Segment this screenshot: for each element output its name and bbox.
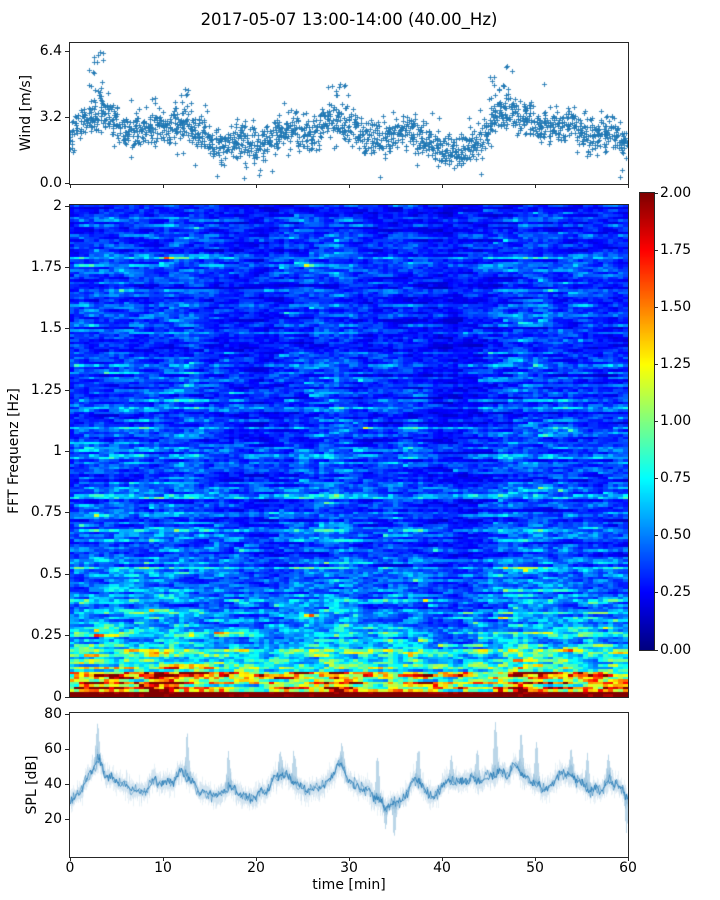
spectrogram-y-tick-label: 1.5 [39, 320, 62, 337]
spl-x-tick-label: 20 [247, 860, 265, 876]
colorbar-tick-label: 0.25 [660, 584, 692, 601]
spl-x-tick [69, 857, 71, 861]
x-axis-label: time [min] [312, 877, 386, 893]
wind-y-tick-label: 0.0 [39, 175, 62, 191]
colorbar-tick [654, 535, 658, 537]
colorbar-tick-label: 1.50 [660, 298, 692, 315]
wind-x-tick [627, 184, 629, 188]
spl-y-tick-label: 80 [44, 705, 62, 722]
spectrogram-y-tick-label: 0 [53, 688, 62, 705]
spectrogram-y-tick-label: 0.25 [30, 627, 62, 644]
spl-x-tick-label: 60 [619, 860, 637, 876]
spectrogram-y-tick [65, 328, 69, 330]
spectrogram-y-tick [65, 696, 69, 698]
colorbar-tick-label: 0.75 [660, 470, 692, 487]
wind-y-tick [65, 51, 69, 53]
spectrogram-y-tick-label: 0.5 [39, 565, 62, 582]
spl-y-tick [65, 748, 69, 750]
colorbar-tick-label: 1.25 [660, 355, 692, 372]
spl-line-plot [70, 713, 628, 857]
spectrogram-y-tick-label: 1.25 [30, 381, 62, 398]
spl-y-tick-label: 40 [44, 775, 62, 792]
spl-x-tick [627, 857, 629, 861]
spectrogram-y-tick [65, 451, 69, 452]
colorbar-tick-label: 1.00 [660, 413, 692, 429]
wind-x-tick [534, 184, 536, 188]
wind-scatter-plot [70, 43, 628, 184]
wind-y-tick [65, 183, 69, 184]
colorbar-tick [654, 421, 658, 422]
spectrogram-y-tick [65, 266, 69, 268]
spectrogram-y-tick [65, 512, 69, 514]
wind-x-tick [441, 184, 443, 188]
colorbar-tick-label: 2.00 [660, 184, 692, 201]
spectrogram-y-tick-label: 1.75 [30, 258, 62, 275]
spl-x-tick [162, 857, 164, 861]
spl-x-tick-label: 50 [526, 860, 544, 876]
wind-x-tick [348, 184, 350, 188]
spl-x-tick [255, 857, 257, 861]
wind-x-tick [162, 184, 164, 188]
spectrogram-y-tick [65, 389, 69, 391]
spectrogram-y-tick-label: 1 [53, 443, 62, 459]
colorbar-tick [654, 192, 658, 194]
colorbar-tick [654, 306, 658, 308]
spectrogram-heatmap-plot [70, 205, 628, 697]
spl-y-tick [65, 713, 69, 715]
spl-y-tick [65, 818, 69, 820]
wind-y-tick-label: 3.2 [39, 109, 62, 126]
colorbar-tick [654, 478, 658, 480]
spl-x-tick [348, 857, 350, 861]
spectrogram-y-tick-label: 2 [53, 197, 62, 214]
spl-x-tick-label: 10 [154, 860, 172, 876]
spl-x-tick-label: 0 [65, 860, 75, 876]
colorbar-gradient [640, 193, 654, 650]
colorbar-tick [654, 649, 658, 651]
colorbar-tick-label: 0.00 [660, 641, 692, 658]
colorbar-tick [654, 249, 658, 251]
spl-x-tick-label: 40 [433, 860, 451, 876]
spl-y-tick-label: 60 [44, 740, 62, 757]
spl-y-tick-label: 20 [44, 810, 62, 827]
colorbar-tick [654, 592, 658, 594]
wind-y-tick [65, 117, 69, 119]
spectrogram-y-tick [65, 573, 69, 575]
spectrogram-y-tick [65, 635, 69, 637]
colorbar-tick-label: 0.50 [660, 527, 692, 544]
figure-title: 2017-05-07 13:00-14:00 (40.00_Hz) [200, 10, 498, 29]
spectrogram-y-tick-label: 0.75 [30, 504, 62, 521]
spectrogram-y-tick [65, 205, 69, 207]
wind-x-tick [255, 184, 257, 188]
spl-x-tick [534, 857, 536, 861]
spl-y-tick [65, 783, 69, 785]
spl-x-tick [441, 857, 443, 861]
colorbar-tick [654, 363, 658, 365]
spl-x-tick-label: 30 [340, 860, 358, 876]
wind-x-tick [69, 184, 71, 188]
wind-y-tick-label: 6.4 [39, 43, 62, 60]
colorbar-tick-label: 1.75 [660, 241, 692, 258]
